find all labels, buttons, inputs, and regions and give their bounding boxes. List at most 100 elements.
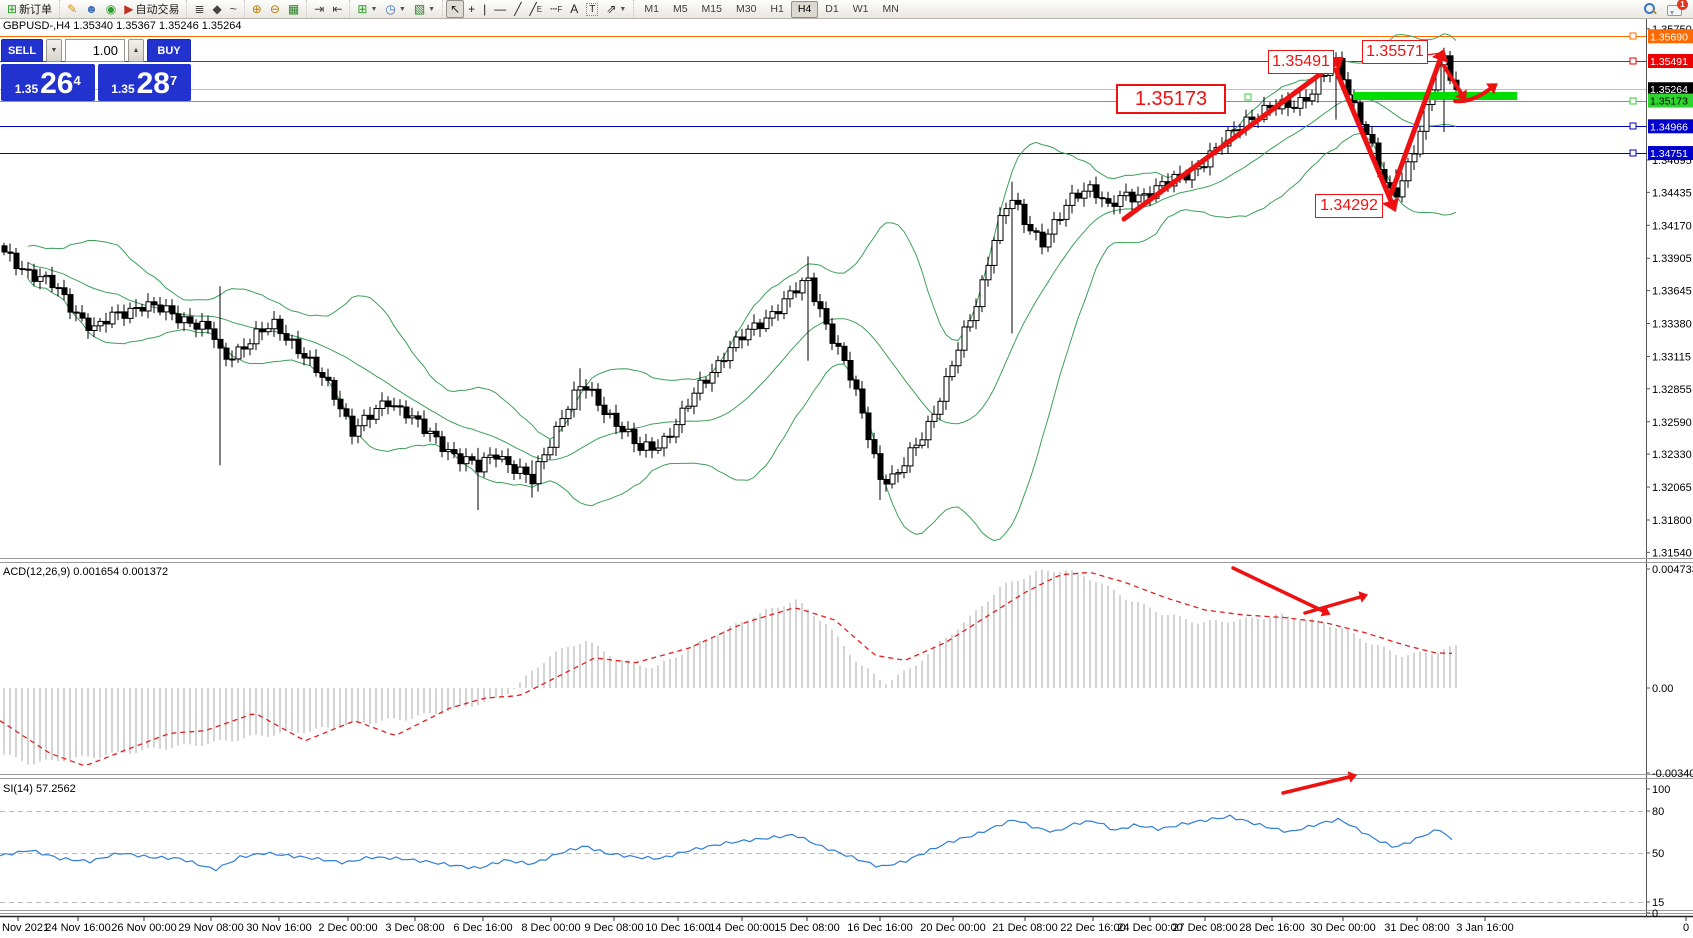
timeframe-m30-button[interactable]: M30 (735, 2, 757, 15)
arrows-objects-icon[interactable]: ⇗ ▼ (606, 2, 627, 16)
bar-chart-icon[interactable]: ≣ (194, 2, 205, 16)
buy-price-tile[interactable]: 1.35 28 7 (97, 64, 191, 101)
notification-badge: 1 (1677, 0, 1688, 10)
sell-price-big: 26 (40, 67, 74, 100)
search-icon[interactable] (1643, 2, 1657, 16)
svg-text:1.35173: 1.35173 (1650, 96, 1688, 108)
svg-text:16 Dec 16:00: 16 Dec 16:00 (847, 922, 912, 934)
periods-caret-icon[interactable]: ▼ (398, 5, 406, 13)
chat-bubble-icon (1667, 5, 1682, 16)
signal-icon[interactable]: ◉ (105, 2, 117, 16)
chart-title: GBPUSD-,H4 1.35340 1.35367 1.35246 1.352… (3, 20, 242, 32)
svg-text:0: 0 (1652, 908, 1658, 920)
buy-price-big: 28 (136, 67, 170, 100)
add-indicator-icon[interactable]: ⊞ ▼ (357, 2, 378, 16)
svg-text:1.33115: 1.33115 (1652, 351, 1691, 363)
zoom-in-icon[interactable]: ⊕ (251, 2, 262, 16)
chart-shift-icon[interactable]: ⇤ (332, 2, 343, 16)
timeframe-w1-button[interactable]: W1 (852, 2, 869, 15)
zoom-out-icon[interactable]: ⊖ (269, 2, 280, 16)
svg-text:27 Dec 08:00: 27 Dec 08:00 (1172, 922, 1237, 934)
add-indicator-caret-icon[interactable]: ▼ (370, 5, 378, 13)
timeframe-m15-button[interactable]: M15 (701, 2, 722, 15)
trend-line-icon[interactable]: ╱ (514, 2, 522, 16)
text-icon[interactable]: A (570, 2, 579, 16)
trend-arrows[interactable] (1121, 48, 1498, 222)
svg-text:15 Dec 08:00: 15 Dec 08:00 (774, 922, 839, 934)
chat-icon[interactable]: 1 (1667, 0, 1688, 16)
sell-button[interactable]: SELL (1, 39, 43, 62)
fibonacci-icon[interactable]: ┄ F (550, 2, 563, 16)
svg-text:1.32330: 1.32330 (1652, 449, 1692, 461)
timeframe-d1-button[interactable]: D1 (825, 2, 839, 15)
horizontal-line-icon[interactable]: — (494, 2, 507, 16)
svg-text:24 Dec 00:00: 24 Dec 00:00 (1117, 922, 1182, 934)
candlestick-chart-icon[interactable]: ◆ (212, 2, 222, 16)
svg-text:1.32855: 1.32855 (1652, 384, 1692, 396)
buy-price-prefix: 1.35 (111, 82, 135, 96)
volume-decrease-button[interactable]: ▼ (46, 39, 62, 62)
crayon-icon[interactable]: ✎ (67, 2, 78, 16)
label-support[interactable]: 1.35173 (1116, 84, 1226, 114)
templates-icon[interactable]: ▧ ▼ (413, 2, 436, 16)
toolbar-group: ⊞ ▼ ◷ ▼ ▧ ▼ (349, 0, 442, 18)
line-chart-icon[interactable]: ~ (229, 2, 237, 16)
svg-text:22 Dec 16:00: 22 Dec 16:00 (1060, 922, 1125, 934)
timeframe-m5-button[interactable]: M5 (672, 2, 688, 15)
svg-text:20 Dec 00:00: 20 Dec 00:00 (920, 922, 985, 934)
auto-trading-label: 自动交易 (135, 4, 180, 16)
new-order-icon[interactable]: ⊞ 新订单 (7, 2, 53, 16)
pane-separators[interactable] (0, 558, 1693, 918)
toolbar: ⊞ 新订单 ✎ ☻ ◉ ▶ 自动交易 ≣ ◆ ~ ⊕ ⊖ ▦ ⇥ ⇤ ⊞ ▼ ◷ ▼ ▧ ▼ ↖ + | — ╱ ╱ E ┄ F A T ⇗ ▼ M… (0, 0, 1693, 19)
text-label-icon[interactable]: T (582, 0, 602, 18)
buy-price-sup: 7 (170, 73, 178, 88)
auto-trading-icon[interactable]: ▶ 自动交易 (124, 2, 180, 16)
auto-scroll-icon[interactable]: ⇥ (314, 2, 325, 16)
timeframe-mn-button[interactable]: MN (882, 2, 899, 15)
svg-text:0: 0 (1683, 922, 1689, 934)
rsi-pane: SI(14) 57.2562 100 80 50 150 (0, 783, 1670, 920)
equidistant-channel-icon[interactable]: ╱ E (529, 2, 543, 16)
svg-text:10 Dec 16:00: 10 Dec 16:00 (645, 922, 710, 934)
macd-label: ACD(12,26,9) 0.001654 0.001372 (3, 566, 168, 578)
crosshair-icon[interactable]: + (468, 2, 476, 16)
sell-price-sup: 4 (73, 73, 81, 88)
svg-text:80: 80 (1652, 806, 1664, 818)
volume-increase-button[interactable]: ▲ (128, 39, 144, 62)
svg-text:1.31540: 1.31540 (1652, 547, 1692, 559)
svg-text:100: 100 (1652, 784, 1670, 796)
bollinger-bands[interactable] (27, 33, 1457, 542)
cursor-icon[interactable]: ↖ (446, 0, 465, 18)
price-axis[interactable]: 1.357501.346951.344351.341701.339051.336… (1646, 18, 1693, 916)
new-order-label: 新订单 (19, 4, 53, 16)
templates-caret-icon[interactable]: ▼ (428, 5, 436, 13)
buy-button[interactable]: BUY (147, 39, 191, 62)
label-high-2[interactable]: 1.35571 (1362, 40, 1428, 64)
svg-text:6 Dec 16:00: 6 Dec 16:00 (453, 922, 512, 934)
svg-text:3 Dec 08:00: 3 Dec 08:00 (385, 922, 444, 934)
timeframe-m1-button[interactable]: M1 (644, 2, 659, 15)
timeframe-h4-button[interactable]: H4 (790, 0, 819, 18)
svg-text:50: 50 (1652, 848, 1664, 860)
arrows-objects-caret-icon[interactable]: ▼ (619, 5, 627, 13)
sell-price-tile[interactable]: 1.35 26 4 (1, 64, 95, 101)
toolbar-group: ⊞ 新订单 (0, 0, 59, 18)
profile-icon[interactable]: ☻ (85, 2, 98, 16)
macd-arrows[interactable] (1231, 566, 1369, 617)
rsi-label: SI(14) 57.2562 (3, 783, 76, 795)
svg-text:9 Dec 08:00: 9 Dec 08:00 (584, 922, 643, 934)
periods-icon[interactable]: ◷ ▼ (385, 2, 406, 16)
svg-text:14 Dec 00:00: 14 Dec 00:00 (709, 922, 774, 934)
support-zone-band[interactable] (1244, 92, 1517, 101)
timeframe-h1-button[interactable]: H1 (770, 2, 784, 15)
tile-windows-icon[interactable]: ▦ (287, 2, 300, 16)
svg-text:29 Nov 08:00: 29 Nov 08:00 (178, 922, 243, 934)
volume-input[interactable]: 1.00 (65, 39, 125, 62)
label-high-1[interactable]: 1.35491 (1268, 50, 1334, 74)
svg-text:15: 15 (1652, 897, 1664, 909)
label-low[interactable]: 1.34292 (1315, 194, 1383, 218)
rsi-arrows[interactable] (1281, 771, 1358, 795)
vertical-line-icon[interactable]: | (483, 2, 487, 16)
